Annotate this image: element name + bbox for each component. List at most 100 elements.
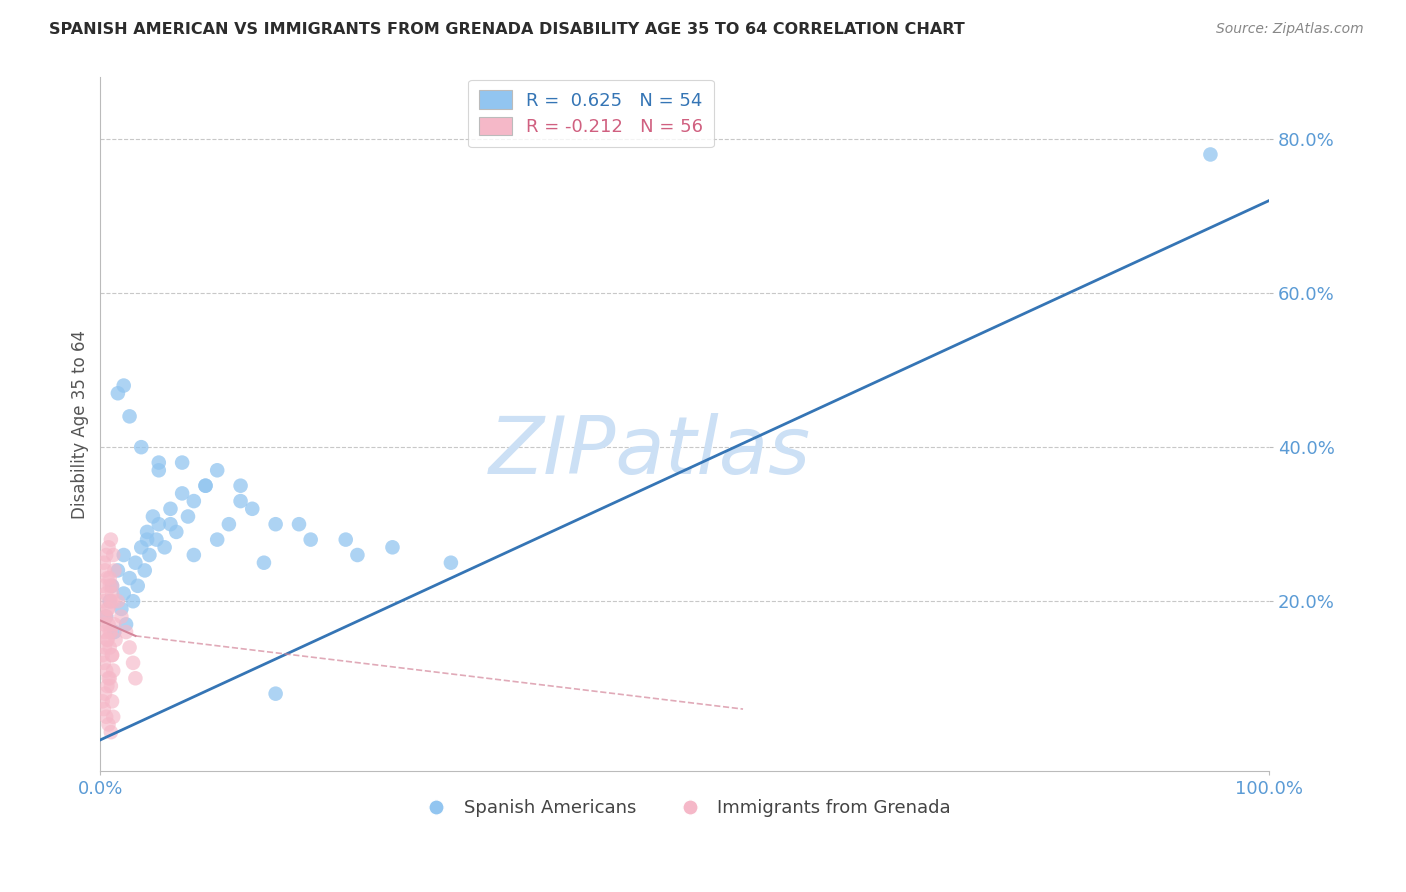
Point [91,694,114,708]
Point [205,463,228,477]
Point [264,517,287,532]
Point [98,571,121,585]
Point [101,579,124,593]
Point [1199,147,1222,161]
Point [93,556,115,570]
Point [136,524,159,539]
Point [122,656,145,670]
Point [101,694,124,708]
Point [96,632,118,647]
Point [148,463,170,477]
Point [148,456,170,470]
Point [153,541,176,555]
Point [112,548,135,562]
Point [381,541,404,555]
Point [194,478,217,492]
Point [100,625,122,640]
Point [205,533,228,547]
Point [96,548,118,562]
Point [129,440,152,454]
Point [134,563,156,577]
Point [107,563,129,577]
Point [240,501,263,516]
Point [97,602,120,616]
Point [253,556,276,570]
Point [129,541,152,555]
Point [104,632,127,647]
Text: SPANISH AMERICAN VS IMMIGRANTS FROM GRENADA DISABILITY AGE 35 TO 64 CORRELATION : SPANISH AMERICAN VS IMMIGRANTS FROM GREN… [49,22,965,37]
Point [96,609,118,624]
Point [103,617,125,632]
Point [94,609,117,624]
Point [96,602,118,616]
Point [94,640,117,655]
Point [94,563,117,577]
Point [145,533,167,547]
Point [122,594,145,608]
Point [159,501,181,516]
Point [97,671,120,685]
Point [101,648,124,662]
Point [172,456,194,470]
Point [96,586,118,600]
Point [98,625,121,640]
Point [183,548,205,562]
Point [218,517,240,532]
Point [97,617,120,632]
Point [101,648,124,662]
Point [101,579,124,593]
Point [98,671,121,685]
Point [177,509,200,524]
Point [194,478,217,492]
Point [124,671,146,685]
Point [264,687,287,701]
Point [142,509,165,524]
Point [112,586,135,600]
Point [93,702,115,716]
Point [118,409,141,424]
Text: ZIPatlas: ZIPatlas [488,413,811,491]
Point [98,579,121,593]
Y-axis label: Disability Age 35 to 64: Disability Age 35 to 64 [72,329,89,518]
Point [136,533,159,547]
Point [96,609,118,624]
Point [101,586,124,600]
Point [110,609,132,624]
Point [165,524,187,539]
Point [100,679,122,693]
Legend: Spanish Americans, Immigrants from Grenada: Spanish Americans, Immigrants from Grena… [411,791,957,824]
Point [118,571,141,585]
Point [103,594,125,608]
Point [97,541,120,555]
Point [91,579,114,593]
Point [115,625,138,640]
Point [94,687,117,701]
Point [299,533,322,547]
Text: Source: ZipAtlas.com: Source: ZipAtlas.com [1216,22,1364,37]
Point [91,648,114,662]
Point [97,717,120,731]
Point [127,579,149,593]
Point [288,517,311,532]
Point [103,563,125,577]
Point [96,710,118,724]
Point [93,656,115,670]
Point [335,533,357,547]
Point [440,556,463,570]
Point [100,533,122,547]
Point [124,556,146,570]
Point [229,494,252,508]
Point [94,625,117,640]
Point [103,664,125,678]
Point [112,378,135,392]
Point [96,679,118,693]
Point [346,548,368,562]
Point [229,478,252,492]
Point [93,617,115,632]
Point [100,725,122,739]
Point [115,617,138,632]
Point [103,548,125,562]
Point [183,494,205,508]
Point [118,640,141,655]
Point [148,517,170,532]
